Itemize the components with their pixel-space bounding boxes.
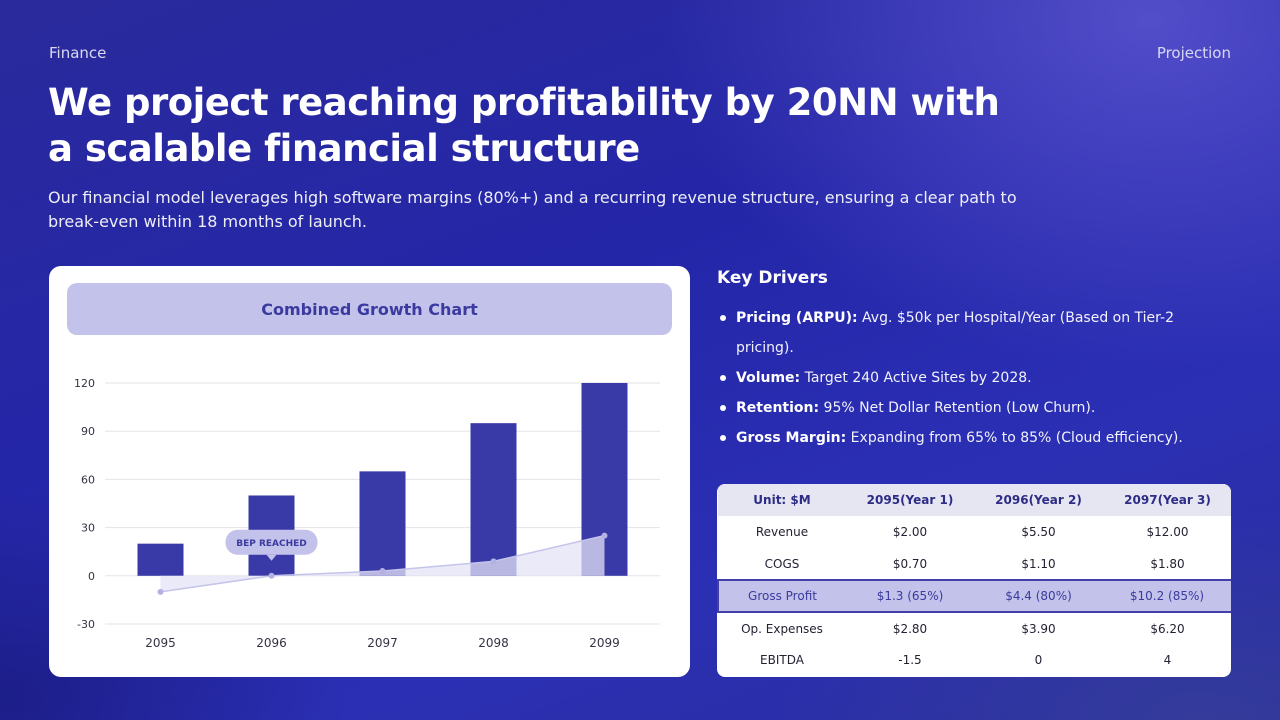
chart-title: Combined Growth Chart: [67, 283, 672, 335]
table-cell: 0: [1034, 653, 1043, 667]
annotation-pointer: [266, 554, 277, 561]
table-row-revenue: Revenue $2.00 $5.50 $12.00: [718, 516, 1231, 548]
driver-label: Volume:: [736, 370, 801, 386]
y-tick-label: -30: [77, 618, 95, 631]
table-cell: 4: [1163, 653, 1172, 667]
driver-text: Expanding from 65% to 85% (Cloud efficie…: [846, 430, 1183, 446]
table-cell: $6.20: [1150, 621, 1185, 636]
table-cell: EBITDA: [760, 653, 804, 667]
table-cell: -1.5: [898, 653, 922, 667]
driver-item-retention: Retention: 95% Net Dollar Retention (Low…: [720, 393, 1220, 423]
table-header-cell: 2096(Year 2): [974, 484, 1103, 516]
x-tick-label: 2097: [367, 636, 398, 650]
table-header-cell: 2095(Year 1): [846, 484, 974, 516]
driver-label: Pricing (ARPU):: [736, 310, 858, 326]
bar: [470, 423, 517, 576]
table-cell: Gross Profit: [717, 579, 846, 613]
table-header-cell: Unit: $M: [718, 484, 846, 516]
y-tick-label: 120: [74, 377, 95, 390]
line-point: [157, 588, 164, 595]
table-cell: $2.00: [892, 525, 928, 539]
driver-label: Gross Margin:: [736, 430, 847, 446]
topic-label: Projection: [1156, 44, 1231, 62]
section-label: Finance: [49, 44, 107, 62]
x-tick-label: 2095: [145, 636, 176, 650]
table-cell: Revenue: [755, 525, 809, 539]
table-row-ebitda: EBITDA -1.5 0 4: [718, 644, 1231, 676]
table-cell: $10.2 (85%): [1103, 579, 1231, 613]
line-point: [601, 532, 608, 539]
x-tick-label: 2096: [256, 636, 287, 650]
table-cell: $5.50: [1021, 525, 1056, 539]
table-cell: $12.00: [1146, 525, 1189, 539]
driver-text: Target 240 Active Sites by 2028.: [800, 370, 1032, 386]
table-cell: $1.3 (65%): [846, 579, 974, 613]
growth-chart: -30 0 30 60 90 120 2095 2096 2097 2098 2099 BEP REA…: [74, 377, 660, 650]
financial-table: Unit: $M 2095(Year 1) 2096(Year 2) 2097(…: [717, 484, 1231, 677]
table-cell: Op. Expenses: [741, 621, 823, 636]
table-row-gross-profit: Gross Profit $1.3 (65%) $4.4 (80%) $10.2…: [717, 579, 1231, 613]
table-cell: $4.4 (80%): [974, 579, 1103, 613]
driver-item-pricing: Pricing (ARPU): Avg. $50k per Hospital/Y…: [720, 303, 1220, 363]
chart-card: Combined Growth Chart -30 0 30 60 90 120 2095 2…: [49, 266, 690, 677]
y-tick-label: 60: [81, 473, 95, 486]
annotation-label: BEP REACHED: [236, 539, 307, 549]
table-row-op-expenses: Op. Expenses $2.80 $3.90 $6.20: [718, 612, 1231, 644]
annotation-badge: [225, 529, 318, 555]
slide-subtitle: Our financial model leverages high softw…: [48, 188, 1017, 231]
key-drivers-list: Pricing (ARPU): Avg. $50k per Hospital/Y…: [720, 303, 1220, 453]
driver-item-volume: Volume: Target 240 Active Sites by 2028.: [720, 363, 1220, 393]
driver-item-gross-margin: Gross Margin: Expanding from 65% to 85% …: [720, 423, 1220, 453]
x-tick-label: 2098: [478, 636, 509, 650]
table-row-cogs: COGS $0.70 $1.10 $1.80: [718, 548, 1231, 580]
table-cell: $2.80: [892, 621, 928, 636]
bar: [137, 543, 184, 576]
table-cell: $3.90: [1021, 621, 1056, 636]
slide-title: We project reaching profitability by 20N…: [48, 81, 1000, 170]
driver-text: Avg. $50k per Hospital/Year (Based on Ti…: [736, 310, 1174, 356]
area-fill: [160, 535, 605, 592]
driver-text: 95% Net Dollar Retention (Low Churn).: [819, 400, 1096, 416]
bar: [359, 471, 406, 576]
table-header-row: Unit: $M 2095(Year 1) 2096(Year 2) 2097(…: [718, 484, 1231, 516]
line-point: [268, 572, 275, 579]
table-header-cell: 2097(Year 3): [1103, 484, 1231, 516]
table-cell: COGS: [764, 556, 800, 571]
y-tick-label: 0: [88, 570, 95, 583]
line-point: [490, 558, 497, 565]
line-point: [379, 567, 386, 574]
table-cell: $1.10: [1021, 556, 1056, 571]
y-tick-label: 30: [81, 522, 95, 535]
x-tick-label: 2099: [589, 636, 620, 650]
driver-label: Retention:: [736, 400, 820, 416]
y-tick-label: 90: [81, 425, 95, 438]
table-cell: $0.70: [892, 556, 928, 571]
key-drivers-title: Key Drivers: [717, 268, 828, 288]
table-cell: $1.80: [1150, 556, 1185, 571]
